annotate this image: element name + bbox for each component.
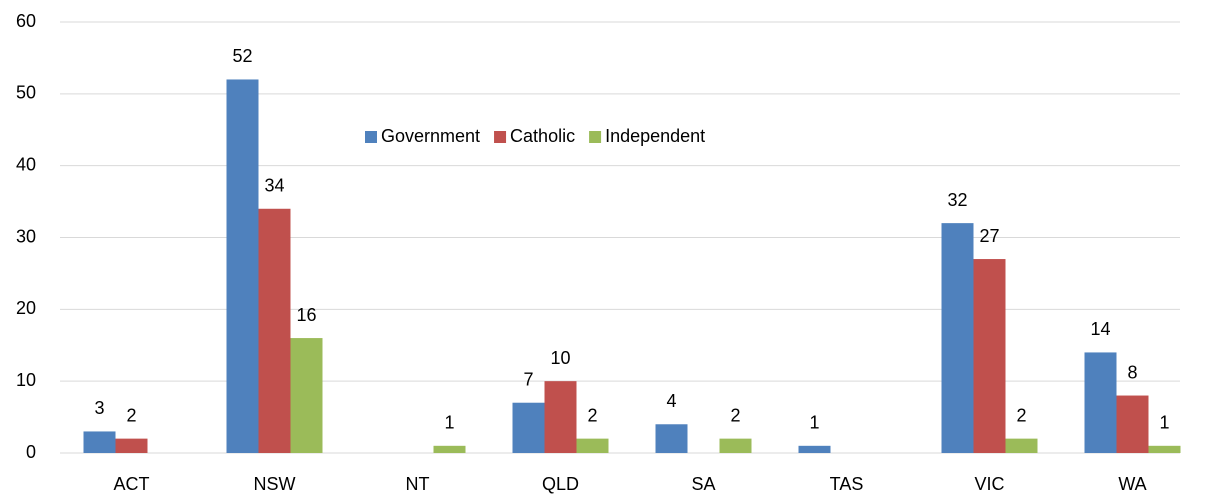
bar <box>798 445 831 453</box>
x-tick-label: QLD <box>542 474 579 494</box>
x-tick-label: NSW <box>254 474 296 494</box>
data-label: 1 <box>444 413 454 433</box>
bar <box>433 445 466 453</box>
bar <box>1148 445 1181 453</box>
data-label: 1 <box>1159 413 1169 433</box>
legend-label: Independent <box>605 126 705 146</box>
data-label: 14 <box>1090 319 1110 339</box>
legend-swatch <box>494 131 507 143</box>
bar <box>115 438 148 453</box>
y-tick-label: 60 <box>16 11 36 31</box>
data-label: 4 <box>666 391 676 411</box>
bar <box>226 79 259 453</box>
data-label: 1 <box>809 413 819 433</box>
x-tick-label: SA <box>691 474 715 494</box>
x-tick-label: TAS <box>830 474 864 494</box>
bar <box>719 438 752 453</box>
data-label: 2 <box>126 405 136 425</box>
bar <box>576 438 609 453</box>
data-label: 34 <box>264 176 284 196</box>
y-tick-label: 0 <box>26 442 36 462</box>
legend-swatch <box>365 131 377 143</box>
x-tick-label: ACT <box>114 474 150 494</box>
bar <box>512 402 545 453</box>
data-label: 27 <box>979 226 999 246</box>
data-label: 2 <box>1016 405 1026 425</box>
bar <box>258 208 291 453</box>
data-label: 3 <box>94 398 104 418</box>
y-tick-label: 40 <box>16 154 36 174</box>
x-tick-label: NT <box>406 474 430 494</box>
bar <box>1116 395 1149 453</box>
y-tick-label: 50 <box>16 83 36 103</box>
bar <box>941 223 974 453</box>
bar <box>1005 438 1038 453</box>
x-tick-label: WA <box>1118 474 1146 494</box>
legend-label: Government <box>381 126 480 146</box>
data-label: 16 <box>296 305 316 325</box>
bar <box>655 424 688 453</box>
bar <box>973 259 1006 453</box>
data-label: 2 <box>730 405 740 425</box>
data-label: 52 <box>232 46 252 66</box>
x-tick-label: VIC <box>974 474 1004 494</box>
data-label: 2 <box>587 405 597 425</box>
data-label: 10 <box>550 348 570 368</box>
legend-label: Catholic <box>510 126 575 146</box>
bar <box>290 338 323 453</box>
bar <box>83 431 116 453</box>
data-label: 8 <box>1127 362 1137 382</box>
y-tick-label: 10 <box>16 370 36 390</box>
bar <box>544 381 577 453</box>
data-label: 7 <box>523 369 533 389</box>
y-tick-label: 30 <box>16 226 36 246</box>
legend-swatch <box>589 131 602 143</box>
y-tick-label: 20 <box>16 298 36 318</box>
data-label: 32 <box>947 190 967 210</box>
bar <box>1084 352 1117 453</box>
